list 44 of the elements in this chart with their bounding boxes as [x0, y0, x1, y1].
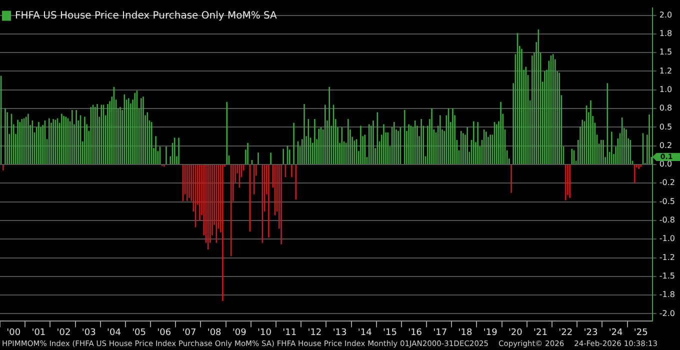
y-tick-label: 0.2	[659, 140, 672, 150]
y-tick-label: -0.8	[659, 216, 675, 225]
x-tick-label: '18	[458, 328, 472, 338]
x-tick-label: '06	[157, 328, 172, 338]
x-tick-label: '02	[56, 328, 71, 338]
x-tick-label: '22	[558, 328, 573, 338]
x-tick-label: '24	[608, 328, 624, 338]
y-tick-label: 0.0	[659, 160, 672, 169]
x-tick-label: '21	[534, 328, 548, 338]
y-tick-label: 0.8	[659, 104, 672, 113]
y-tick-label: -1.8	[659, 290, 675, 300]
x-tick-label: '10	[258, 328, 272, 338]
x-tick-label: '23	[584, 328, 598, 338]
y-tick-label: -1.2	[659, 252, 675, 262]
y-tick-label: 1.8	[659, 28, 672, 38]
x-tick-label: '20	[508, 328, 523, 338]
x-tick-label: '13	[332, 328, 347, 338]
x-tick-label: '09	[232, 328, 247, 338]
x-tick-label: '25	[634, 328, 648, 338]
x-tick-label: '05	[132, 328, 146, 338]
y-tick-label: -2.0	[659, 308, 675, 318]
x-tick-label: '11	[282, 328, 297, 338]
x-tick-label: '00	[6, 328, 21, 338]
x-tick-label: '19	[483, 328, 498, 338]
y-tick-label: 1.5	[659, 48, 672, 57]
y-tick-label: 0.5	[659, 122, 672, 132]
legend-label: FHFA US House Price Index Purchase Only MoM% SA	[15, 10, 278, 22]
y-tick-label: -0.5	[659, 196, 675, 206]
x-tick-label: '16	[408, 328, 422, 338]
x-tick-label: '08	[207, 328, 222, 338]
y-tick-label: -1.0	[659, 234, 675, 244]
x-tick-label: '03	[82, 328, 96, 338]
y-tick-label: -1.5	[659, 272, 675, 281]
y-tick-label: -0.2	[659, 178, 675, 188]
x-tick-label: '07	[182, 328, 196, 338]
x-tick-label: '14	[358, 328, 372, 338]
x-tick-label: '12	[308, 328, 322, 338]
x-tick-label: '01	[32, 328, 46, 338]
y-tick-label: 1.0	[659, 84, 672, 94]
x-tick-label: '17	[433, 328, 448, 338]
y-tick-label: 2.0	[659, 10, 672, 20]
x-tick-label: '04	[106, 328, 122, 338]
x-tick-label: '15	[383, 328, 397, 338]
y-tick-label: 1.2	[659, 66, 672, 76]
